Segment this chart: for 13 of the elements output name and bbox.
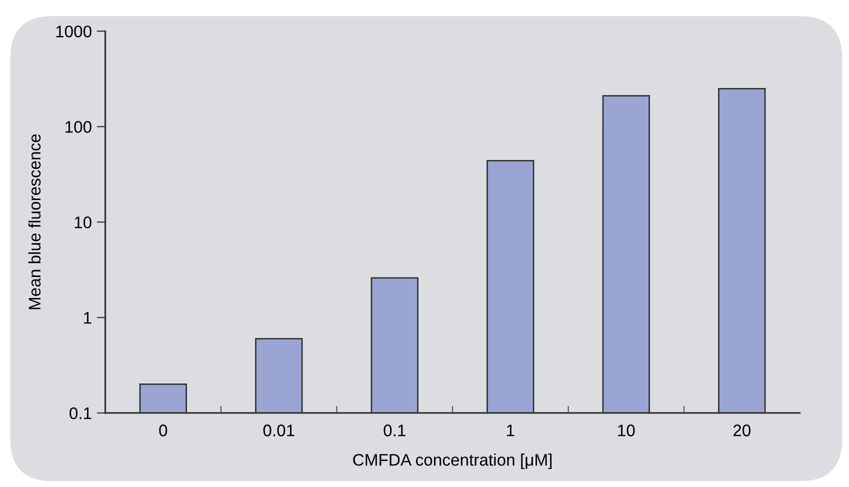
x-tick-label: 20	[733, 424, 751, 436]
x-axis-title: CMFDA concentration [μM]	[353, 454, 552, 470]
x-tick-label: 10	[618, 424, 635, 436]
x-tick-label: 1	[507, 424, 514, 436]
y-tick-label: 1000	[56, 26, 92, 38]
x-tick-label: 0.1	[384, 424, 406, 436]
y-tick-label: 0.1	[70, 407, 92, 420]
y-axis-title: Mean blue fluorescence	[28, 134, 41, 310]
y-tick-label: 1	[84, 312, 92, 324]
x-tick-label: 0	[159, 424, 168, 436]
x-tick-label: 0.01	[263, 424, 294, 436]
y-tick-label: 10	[74, 216, 92, 228]
y-tick-label: 100	[66, 121, 92, 133]
